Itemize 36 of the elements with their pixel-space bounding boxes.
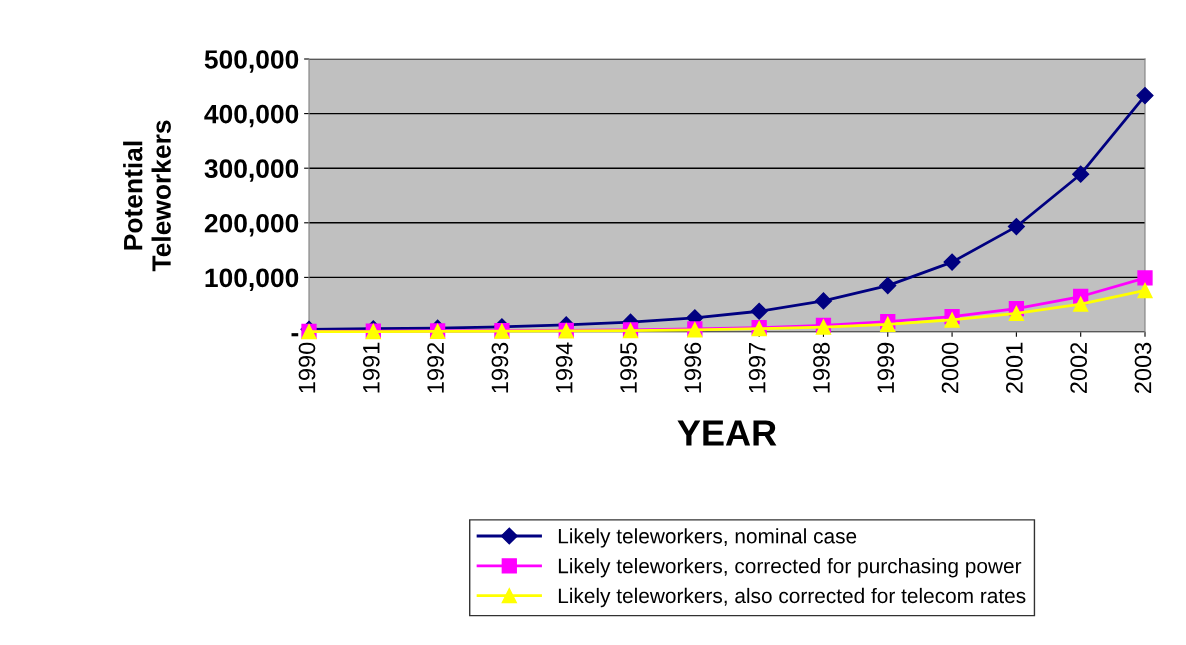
x-tick-label: 1995 xyxy=(620,342,637,393)
x-tick-label: 1997 xyxy=(748,342,766,393)
point xyxy=(814,292,833,310)
y-tick-label: 500,000 xyxy=(204,50,299,73)
y-tick-label: 100,000 xyxy=(205,268,299,292)
legend-label: Likely teleworkers, corrected for purchasing power xyxy=(558,558,1022,578)
point xyxy=(1008,305,1025,322)
x-tick-label: 1991 xyxy=(362,342,380,393)
x-tick-label: 1996 xyxy=(684,342,702,393)
y-axis-title: Potential Teleworkers xyxy=(123,120,171,272)
y-tick-label: - xyxy=(291,333,299,337)
y-tick-label: 200,000 xyxy=(204,213,299,237)
x-tick-label: 1999 xyxy=(877,342,895,393)
x-tick-label: 1994 xyxy=(555,342,573,393)
point xyxy=(943,253,961,271)
y-tick-label: 400,000 xyxy=(204,104,299,128)
x-tick-label: 2000 xyxy=(941,342,959,394)
x-tick-label: 1993 xyxy=(491,342,509,393)
point xyxy=(1137,270,1153,286)
x-tick-label: 1998 xyxy=(813,342,830,393)
point xyxy=(1072,165,1090,183)
point xyxy=(879,277,897,295)
legend-label: Likely teleworkers, nominal case xyxy=(558,528,857,548)
point xyxy=(1137,282,1153,299)
point xyxy=(750,302,768,320)
x-tick-label: 2003 xyxy=(1134,342,1152,394)
x-tick-label: 2002 xyxy=(1070,342,1088,394)
legend-label: Likely teleworkers, also corrected for telecom rates xyxy=(558,587,1026,608)
x-tick-label: 2001 xyxy=(1006,342,1023,394)
point xyxy=(1073,296,1089,312)
y-tick-label: 300,000 xyxy=(204,159,299,182)
point xyxy=(1136,87,1154,105)
x-tick-label: 1990 xyxy=(298,342,316,393)
point xyxy=(1007,218,1025,236)
x-axis-title: YEAR xyxy=(677,420,777,446)
x-tick-label: 1992 xyxy=(427,342,444,393)
